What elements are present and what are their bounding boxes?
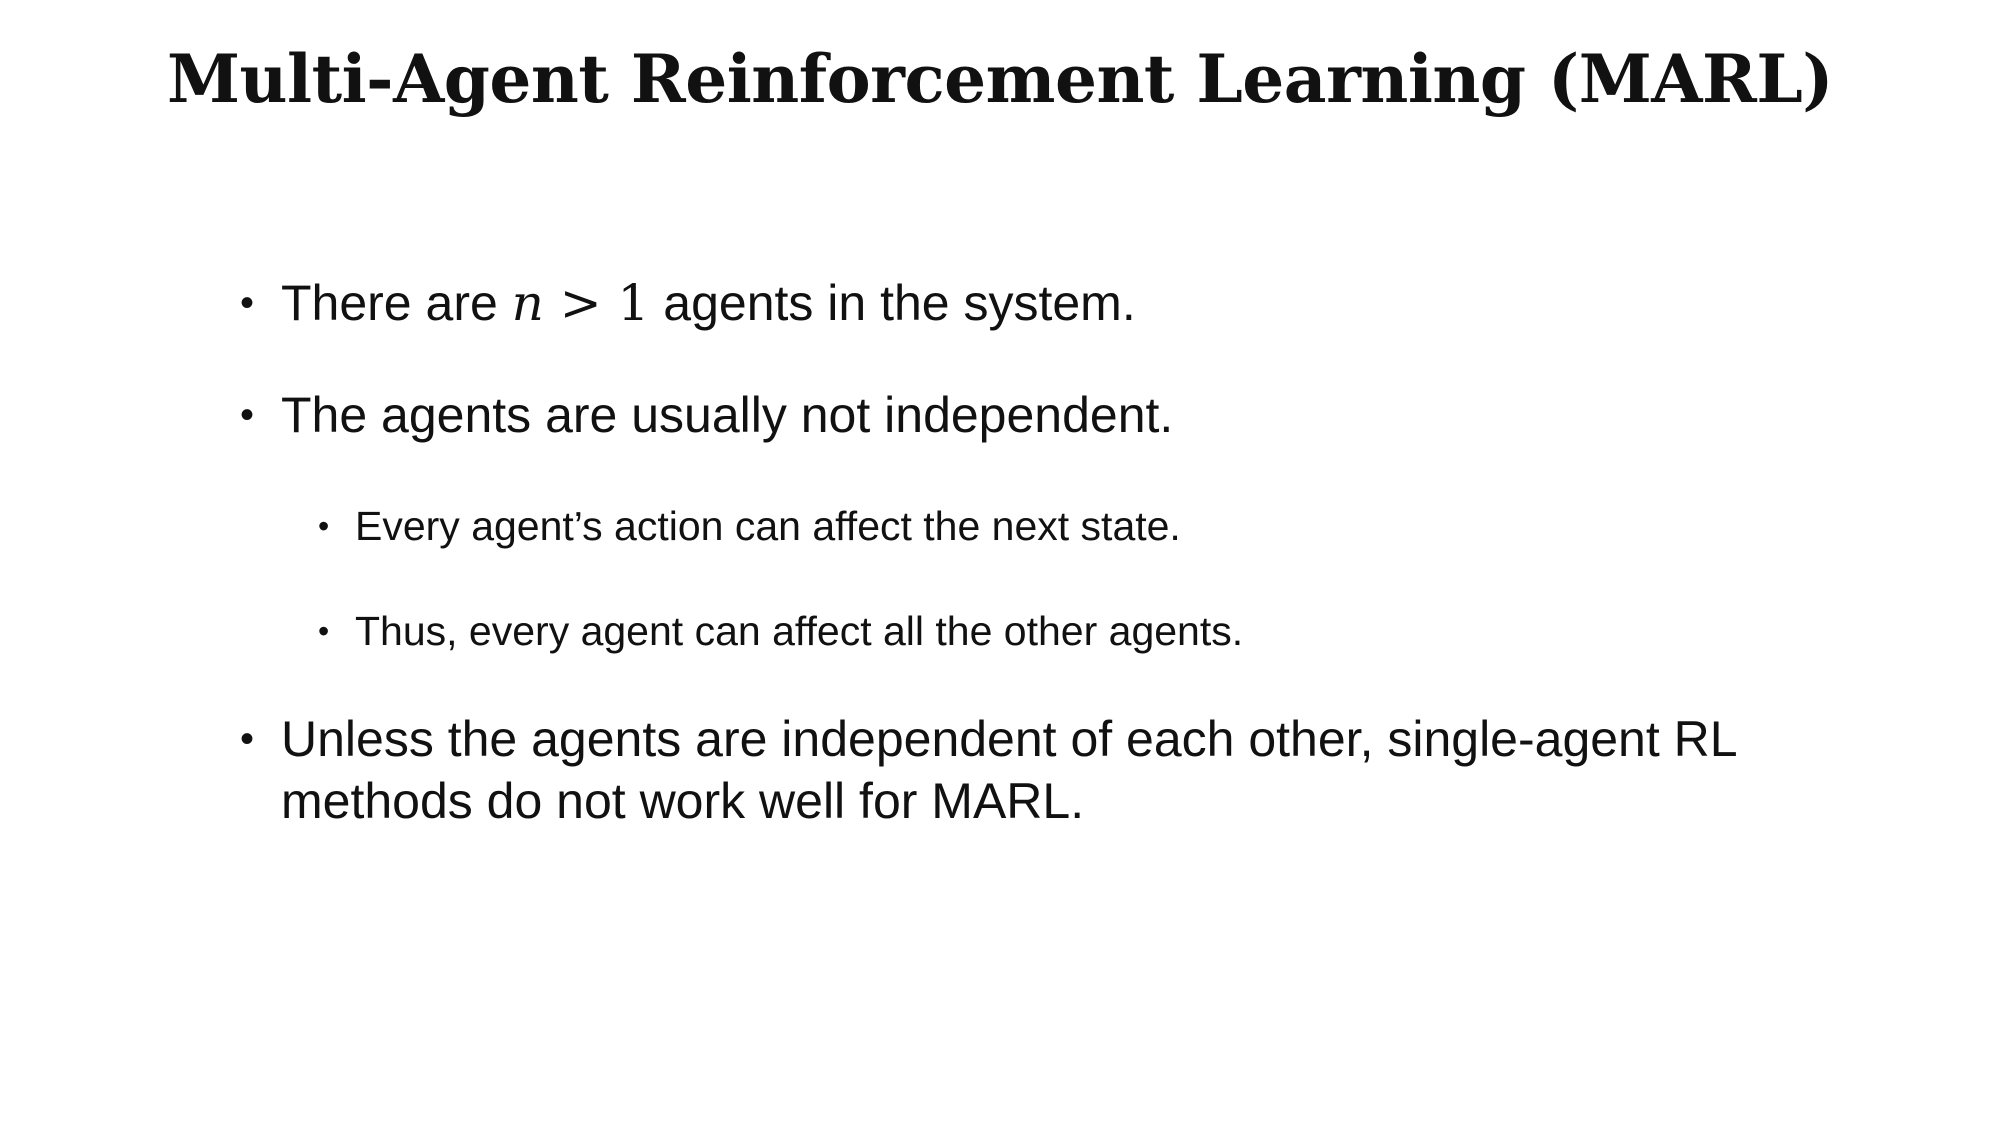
- bullet-text-prefix: There are: [281, 275, 512, 331]
- bullet-marker: •: [240, 384, 254, 446]
- sub-bullet-item-affect-agents: • Thus, every agent can affect all the o…: [318, 605, 1768, 657]
- bullet-text: Unless the agents are independent of eac…: [281, 708, 1770, 832]
- sub-bullet-item-affect-state: • Every agent’s action can affect the ne…: [318, 500, 1768, 552]
- bullet-marker: •: [318, 605, 329, 657]
- bullet-text-suffix: agents in the system.: [649, 275, 1135, 331]
- bullet-text: Every agent’s action can affect the next…: [355, 500, 1768, 552]
- math-variable: n: [512, 274, 544, 332]
- bullet-item-agents-count: • There are n > 1 agents in the system.: [240, 272, 1770, 334]
- bullet-item-not-independent: • The agents are usually not independent…: [240, 384, 1770, 446]
- bullet-text: Thus, every agent can affect all the oth…: [355, 605, 1768, 657]
- bullet-marker: •: [240, 272, 254, 334]
- bullet-marker: •: [318, 500, 329, 552]
- bullet-text: The agents are usually not independent.: [281, 384, 1770, 446]
- bullet-text: There are n > 1 agents in the system.: [281, 272, 1770, 334]
- bullet-marker: •: [240, 708, 254, 770]
- math-expression: n > 1: [512, 274, 650, 332]
- math-inequality: > 1: [544, 274, 650, 332]
- bullet-item-single-agent-methods: • Unless the agents are independent of e…: [240, 708, 1770, 832]
